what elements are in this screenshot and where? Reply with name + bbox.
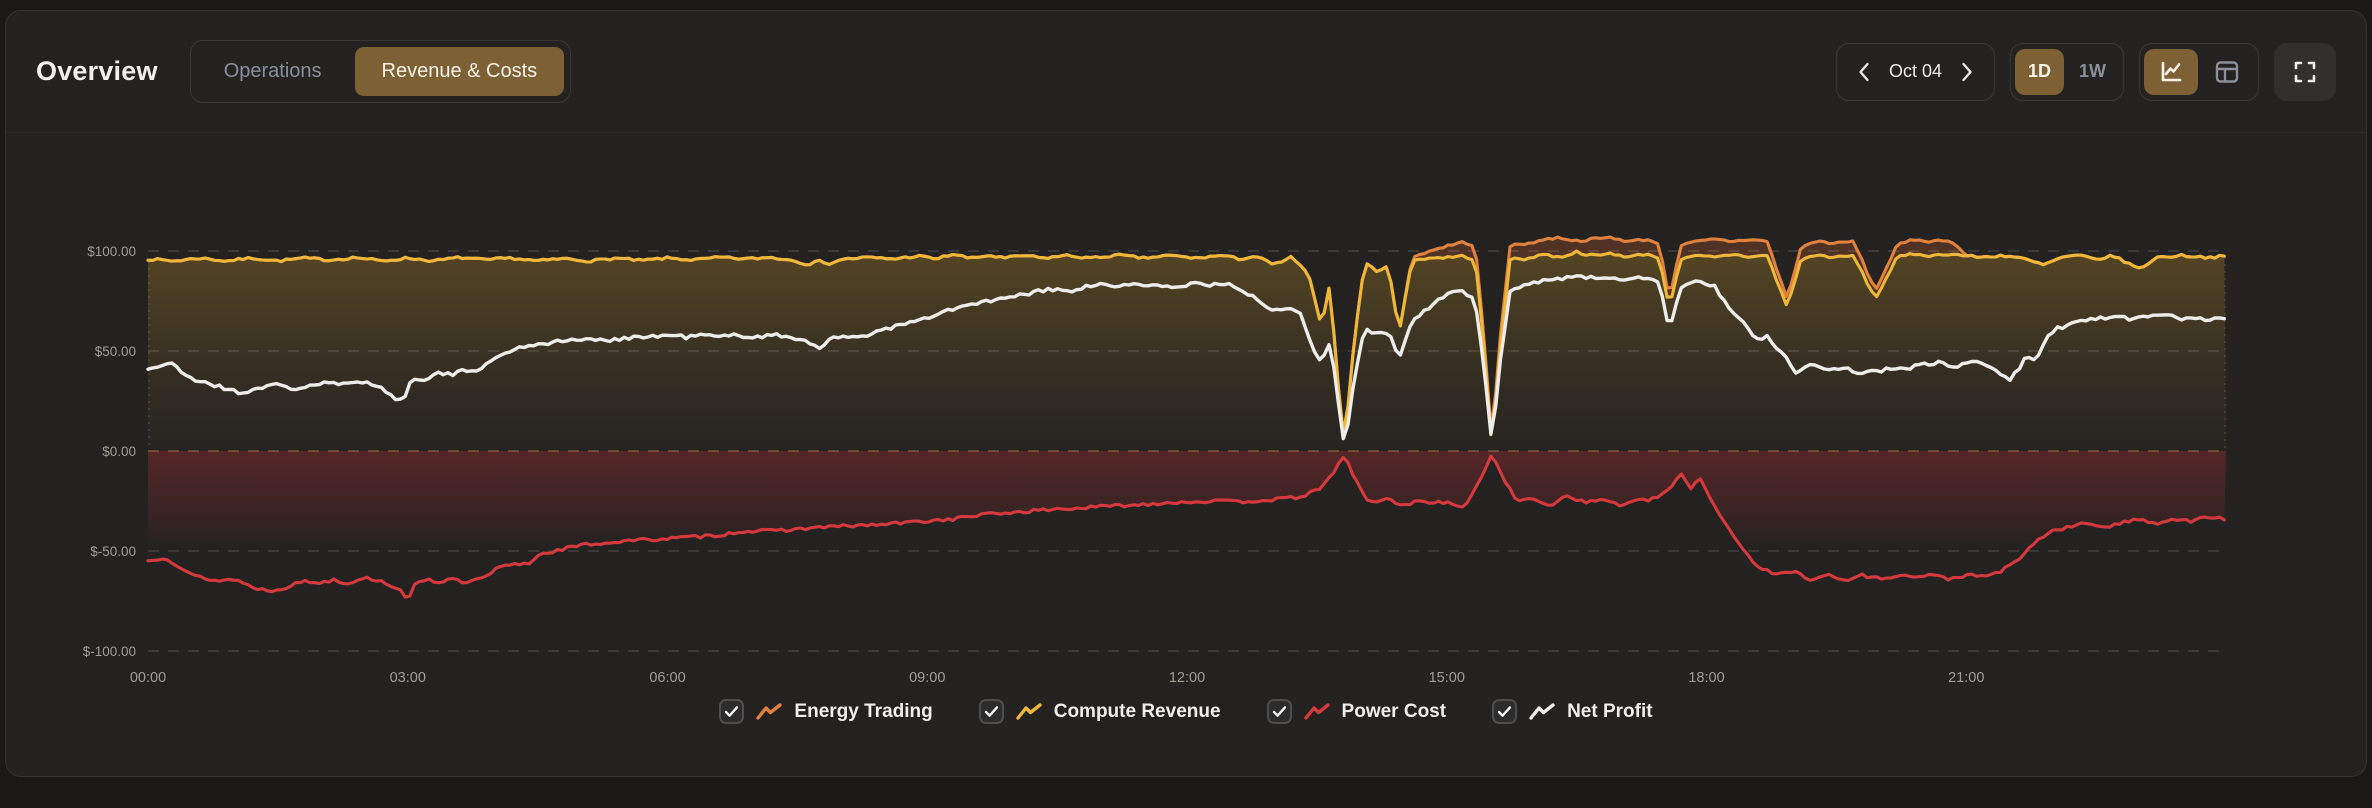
y-axis-tick: $50.00 <box>95 344 136 359</box>
revenue-costs-chart: $100.00 $50.00 $0.00 $-50.00 $-100.00 00:00 03… <box>83 235 2227 686</box>
range-1w-button[interactable]: 1W <box>2066 49 2119 95</box>
legend-label-power-cost: Power Cost <box>1341 700 1447 722</box>
panel-header: Overview Operations Revenue & Costs Oct … <box>6 11 2366 133</box>
x-axis-tick: 03:00 <box>390 670 426 686</box>
legend-checkbox-energy-trading[interactable] <box>719 699 745 724</box>
x-axis-tick: 12:00 <box>1169 670 1205 686</box>
legend-item-compute-revenue: Compute Revenue <box>978 699 1221 724</box>
x-axis-tick: 06:00 <box>649 670 685 686</box>
y-axis-tick: $-50.00 <box>90 544 136 559</box>
tab-revenue-costs[interactable]: Revenue & Costs <box>354 47 565 96</box>
chevron-left-icon <box>1859 62 1869 81</box>
y-axis-tick: $0.00 <box>102 444 136 459</box>
legend-swatch-icon-energy-trading <box>756 702 783 720</box>
tab-operations[interactable]: Operations <box>197 47 349 96</box>
tab-group: Operations Revenue & Costs <box>189 40 572 103</box>
legend-checkbox-compute-revenue[interactable] <box>978 699 1004 724</box>
y-axis-tick: $-100.00 <box>83 644 136 659</box>
range-toggle: 1D 1W <box>2009 42 2124 101</box>
range-1d-button[interactable]: 1D <box>2014 48 2064 95</box>
chart-view-button[interactable] <box>2144 48 2198 95</box>
chart-legend: Energy Trading Compute Revenue Power Cost N… <box>6 699 2366 724</box>
date-label[interactable]: Oct 04 <box>1888 61 1942 81</box>
fullscreen-icon <box>2294 61 2316 82</box>
page-title: Overview <box>36 56 158 86</box>
y-axis-tick: $100.00 <box>87 244 136 259</box>
prev-day-button[interactable] <box>1853 57 1875 87</box>
next-day-button[interactable] <box>1956 57 1978 87</box>
legend-item-net-profit: Net Profit <box>1492 699 1653 724</box>
legend-swatch-icon-power-cost <box>1303 702 1330 720</box>
x-axis-tick: 21:00 <box>1948 670 1984 686</box>
x-axis-tick: 15:00 <box>1429 670 1465 686</box>
legend-checkbox-power-cost[interactable] <box>1266 699 1292 724</box>
x-axis-tick: 18:00 <box>1688 670 1724 686</box>
legend-item-power-cost: Power Cost <box>1266 699 1447 724</box>
date-navigator: Oct 04 <box>1835 42 1995 101</box>
chart-area: $100.00 $50.00 $0.00 $-50.00 $-100.00 00:00 03… <box>6 133 2366 693</box>
view-toggle <box>2139 42 2259 101</box>
legend-label-compute-revenue: Compute Revenue <box>1053 700 1221 722</box>
checkmark-icon <box>1272 706 1286 717</box>
legend-label-net-profit: Net Profit <box>1567 700 1653 722</box>
x-axis-tick: 09:00 <box>909 670 945 686</box>
checkmark-icon <box>1497 706 1512 717</box>
table-icon <box>2215 60 2239 83</box>
table-view-button[interactable] <box>2200 49 2254 95</box>
header-controls: Oct 04 1D 1W <box>1835 42 2336 101</box>
legend-item-energy-trading: Energy Trading <box>719 699 933 724</box>
legend-label-energy-trading: Energy Trading <box>794 700 933 722</box>
line-chart-icon <box>2161 61 2182 81</box>
checkmark-icon <box>725 706 739 717</box>
legend-checkbox-net-profit[interactable] <box>1492 699 1518 724</box>
fullscreen-button[interactable] <box>2274 42 2336 101</box>
x-axis-tick: 00:00 <box>130 670 166 686</box>
legend-swatch-icon-compute-revenue <box>1016 702 1042 720</box>
overview-panel: Overview Operations Revenue & Costs Oct … <box>5 10 2367 777</box>
legend-swatch-icon-net-profit <box>1529 702 1555 720</box>
chevron-right-icon <box>1962 62 1972 81</box>
checkmark-icon <box>984 706 998 717</box>
